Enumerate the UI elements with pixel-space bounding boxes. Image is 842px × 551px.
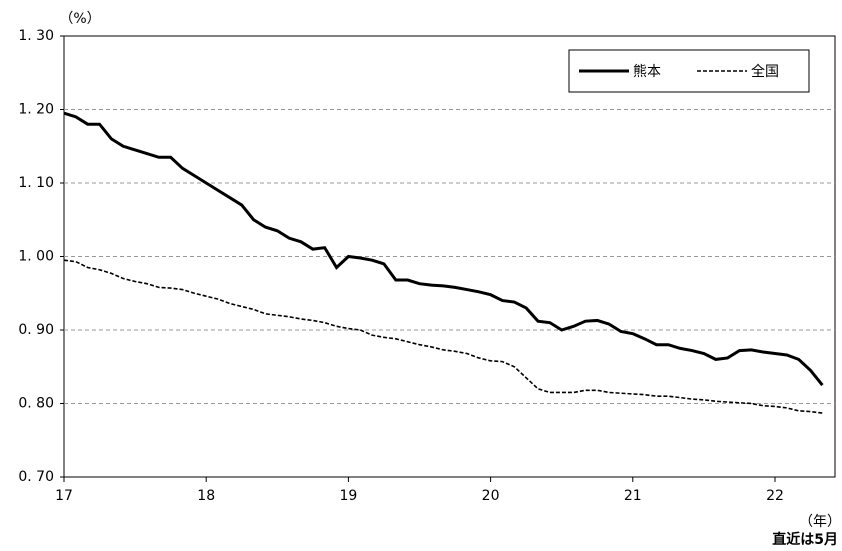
series-line — [63, 111, 824, 387]
y-tick-label: 0. 70 — [18, 469, 54, 485]
series-line — [63, 259, 823, 414]
y-tick-label: 1. 20 — [18, 102, 54, 118]
y-unit: （%） — [59, 11, 100, 27]
y-tick-label: 1. 30 — [18, 28, 54, 44]
x-tick-label: 18 — [197, 488, 215, 504]
x-tick-label: 20 — [482, 488, 500, 504]
x-tick-label: 19 — [339, 488, 357, 504]
y-tick-label: 0. 80 — [18, 396, 54, 412]
note: 直近は5月 — [772, 531, 838, 548]
x-tick-label: 17 — [55, 488, 73, 504]
x-tick-label: 21 — [624, 488, 642, 504]
y-tick-label: 1. 10 — [18, 175, 54, 191]
x-unit: （年） — [799, 514, 841, 530]
y-tick-label: 0. 90 — [18, 322, 54, 338]
x-tick-label: 22 — [766, 488, 784, 504]
legend-label: 全国 — [751, 63, 779, 80]
y-tick-label: 1. 00 — [18, 249, 54, 265]
legend-label: 熊本 — [633, 64, 661, 80]
